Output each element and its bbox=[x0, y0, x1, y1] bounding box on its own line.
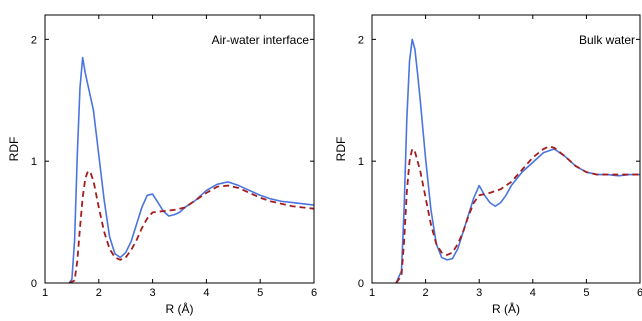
series-line-dashed bbox=[68, 170, 314, 283]
x-axis-label: R (Å) bbox=[166, 301, 194, 316]
y-axis-label: RDF bbox=[334, 137, 348, 162]
y-tick-label: 0 bbox=[358, 278, 364, 290]
x-tick-label: 5 bbox=[257, 287, 263, 299]
y-tick-label: 2 bbox=[358, 34, 364, 46]
y-axis-label: RDF bbox=[7, 137, 21, 162]
x-tick-label: 6 bbox=[637, 287, 642, 299]
panel-annotation: Air-water interface bbox=[212, 33, 310, 47]
y-tick-label: 2 bbox=[31, 34, 37, 46]
y-tick-label: 1 bbox=[31, 156, 37, 168]
x-tick-label: 2 bbox=[96, 287, 102, 299]
panel-annotation: Bulk water bbox=[579, 33, 635, 47]
series-line-solid bbox=[395, 38, 640, 283]
series-line-dashed bbox=[395, 145, 640, 283]
plot-frame bbox=[44, 14, 315, 284]
y-tick-label: 1 bbox=[358, 156, 364, 168]
x-tick-label: 2 bbox=[423, 287, 429, 299]
y-tick-label: 0 bbox=[31, 278, 37, 290]
x-tick-label: 5 bbox=[583, 287, 589, 299]
plot-frame bbox=[371, 14, 641, 284]
x-tick-label: 6 bbox=[311, 287, 317, 299]
x-tick-label: 1 bbox=[42, 287, 48, 299]
x-tick-label: 4 bbox=[530, 287, 536, 299]
x-axis-label: R (Å) bbox=[492, 301, 520, 316]
x-tick-label: 1 bbox=[369, 287, 375, 299]
x-tick-label: 3 bbox=[150, 287, 156, 299]
x-tick-label: 4 bbox=[203, 287, 209, 299]
series-line-solid bbox=[68, 56, 314, 283]
x-tick-label: 3 bbox=[476, 287, 482, 299]
